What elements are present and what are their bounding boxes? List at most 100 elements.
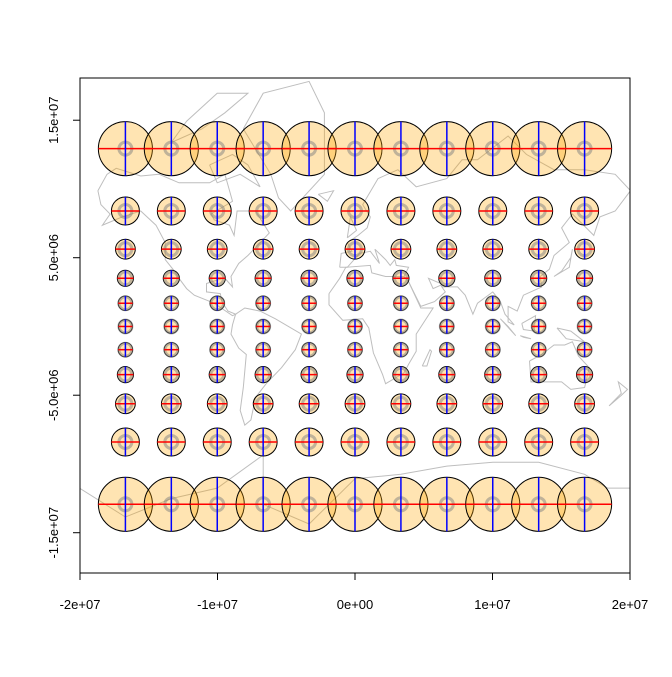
- indicatrix: [163, 341, 180, 358]
- indicatrix: [143, 476, 199, 532]
- coastline-4: [170, 92, 250, 143]
- indicatrix: [482, 393, 504, 415]
- indicatrix: [570, 196, 600, 226]
- indicatrix: [478, 427, 508, 457]
- x-axis: -2e+07 -1e+07 0e+00 1e+07 2e+07: [60, 572, 649, 612]
- indicatrix: [202, 427, 232, 457]
- y-axis: 1.5e+07 5.0e+06 -5.0e+06 -1.5e+07: [46, 97, 81, 559]
- indicatrix: [419, 121, 475, 177]
- indicatrix: [281, 121, 337, 177]
- indicatrix: [347, 295, 363, 312]
- indicatrix: [524, 427, 554, 457]
- indicatrix: [530, 295, 547, 312]
- indicatrix: [206, 238, 228, 260]
- indicatrix: [574, 238, 595, 260]
- indicatrix: [530, 366, 548, 384]
- indicatrix: [209, 295, 226, 312]
- indicatrix: [576, 269, 594, 287]
- x-tick-label: 2e+07: [612, 597, 649, 612]
- coastline-1: [230, 307, 303, 426]
- indicatrix: [255, 295, 272, 312]
- coastline-11: [500, 318, 517, 337]
- indicatrix: [346, 366, 364, 384]
- indicatrix: [524, 196, 554, 226]
- indicatrix: [478, 196, 508, 226]
- indicatrix: [208, 366, 226, 384]
- indicatrix: [116, 269, 134, 287]
- indicatrix: [115, 238, 136, 260]
- indicatrix: [436, 238, 458, 260]
- indicatrix: [484, 269, 502, 287]
- x-tick-label: -2e+07: [60, 597, 101, 612]
- indicatrix: [373, 476, 429, 532]
- indicatrix: [438, 295, 455, 312]
- indicatrix: [346, 269, 364, 287]
- indicatrix: [248, 196, 278, 226]
- indicatrix: [574, 393, 595, 415]
- indicatrix: [432, 427, 462, 457]
- indicatrix: [163, 318, 180, 335]
- indicatrix: [255, 318, 272, 335]
- indicatrix: [392, 366, 410, 384]
- indicatrix: [392, 269, 410, 287]
- indicatrix: [576, 366, 594, 384]
- indicatrix: [162, 269, 180, 287]
- indicatrix: [438, 269, 456, 287]
- indicatrix: [390, 393, 412, 415]
- indicatrix: [294, 196, 324, 226]
- indicatrix: [340, 427, 370, 457]
- indicatrix: [344, 393, 366, 415]
- y-tick-label: -1.5e+07: [46, 507, 61, 559]
- indicatrix: [208, 269, 226, 287]
- indicatrix: [206, 393, 228, 415]
- indicatrix: [344, 238, 366, 260]
- indicatrix: [110, 427, 140, 457]
- indicatrix: [97, 476, 153, 532]
- indicatrix: [301, 341, 318, 358]
- indicatrix: [298, 238, 320, 260]
- y-tick-label: -5.0e+06: [46, 369, 61, 421]
- indicatrix: [530, 341, 547, 358]
- indicatrix: [254, 366, 272, 384]
- indicatrix: [484, 318, 501, 335]
- indicatrix: [528, 393, 550, 415]
- indicatrix: [254, 269, 272, 287]
- indicatrix: [281, 476, 337, 532]
- indicatrix: [252, 238, 274, 260]
- indicatrix: [189, 476, 245, 532]
- coastline-12: [520, 335, 532, 340]
- indicatrix: [530, 318, 547, 335]
- indicatrix: [160, 238, 182, 260]
- indicatrix: [162, 366, 180, 384]
- y-tick-label: 1.5e+07: [46, 97, 61, 144]
- indicatrix: [110, 196, 140, 226]
- indicatrix: [252, 393, 274, 415]
- indicatrix: [436, 393, 458, 415]
- indicatrix: [484, 366, 502, 384]
- indicatrix: [511, 476, 567, 532]
- indicatrix: [390, 238, 412, 260]
- indicatrix: [202, 196, 232, 226]
- indicatrix: [347, 318, 363, 335]
- coastline-9: [346, 215, 358, 239]
- indicatrix: [373, 121, 429, 177]
- indicatrix: [143, 121, 199, 177]
- indicatrix: [294, 427, 324, 457]
- coastline-6: [328, 264, 435, 385]
- coastline-5: [339, 135, 630, 326]
- indicatrix: [327, 476, 383, 532]
- coastline-10: [553, 249, 573, 277]
- indicatrix: [301, 318, 318, 335]
- x-tick-label: 1e+07: [474, 597, 511, 612]
- indicatrix: [156, 427, 186, 457]
- indicatrix: [484, 341, 501, 358]
- indicatrix: [117, 318, 134, 335]
- indicatrix: [465, 121, 521, 177]
- coastline-8: [421, 348, 433, 367]
- indicatrix: [438, 318, 455, 335]
- indicatrix: [530, 269, 548, 287]
- indicatrix: [392, 318, 409, 335]
- indicatrix: [301, 295, 318, 312]
- coastline-7: [529, 341, 590, 390]
